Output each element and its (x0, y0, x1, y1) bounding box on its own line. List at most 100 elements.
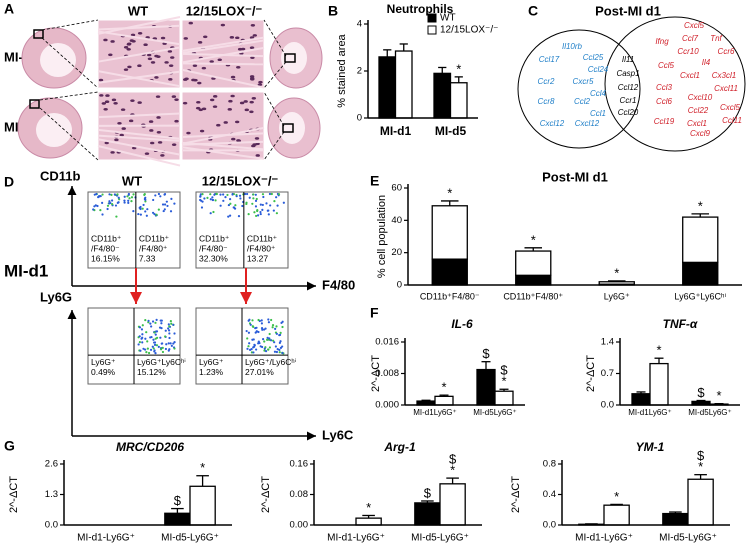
nucleus (257, 83, 263, 86)
bar (682, 216, 719, 264)
fiber (97, 46, 181, 63)
significance-mark: * (656, 343, 661, 358)
y-axis-title: 2^-ΔCT (260, 476, 272, 513)
tissue-lumen (279, 112, 305, 144)
nucleus (121, 127, 126, 130)
event-dot (96, 204, 99, 208)
event-dot (130, 200, 133, 203)
event-dot (251, 325, 254, 328)
nucleus (123, 68, 129, 71)
event-dot (261, 345, 264, 349)
event-dot (280, 321, 283, 325)
nucleus (236, 139, 241, 142)
panel-label: G (4, 438, 15, 454)
legend-swatch (427, 13, 437, 23)
event-dot (141, 336, 144, 339)
event-dot (226, 193, 229, 197)
event-dot (157, 208, 160, 211)
gate-label: /F4/80⁻ (91, 243, 120, 253)
bar (431, 205, 468, 260)
event-dot (158, 326, 162, 329)
event-dot (110, 199, 114, 202)
event-dot (273, 350, 277, 353)
event-dot (247, 331, 251, 334)
nucleus (234, 120, 240, 124)
y-tick-label: 60 (391, 183, 402, 194)
event-dot (126, 195, 129, 198)
event-dot (153, 212, 156, 216)
gene-label: Ccl22 (688, 106, 709, 115)
bar (355, 517, 382, 526)
event-dot (130, 196, 134, 199)
nucleus (117, 121, 122, 125)
column-header: WT (122, 173, 142, 188)
y-tick-label: 1.3 (45, 489, 58, 500)
nucleus (98, 78, 104, 82)
nucleus (254, 137, 260, 140)
event-dot (123, 201, 126, 204)
nucleus (126, 47, 131, 51)
event-dot (101, 193, 104, 196)
event-dot (275, 212, 278, 215)
zoom-line (263, 61, 287, 89)
nucleus (130, 33, 136, 37)
event-dot (157, 345, 160, 348)
event-dot (254, 205, 258, 208)
fiber (97, 138, 181, 156)
event-dot (151, 211, 155, 214)
event-dot (247, 345, 250, 348)
event-dot (94, 204, 97, 207)
significance-mark: * (698, 459, 703, 474)
zoom-line (39, 107, 99, 161)
gate-label: CD11b⁺ (139, 233, 170, 243)
significance-mark: * (716, 388, 721, 403)
event-dot (138, 341, 141, 344)
x-tick-label: MI-d5Ly6G⁺ (473, 408, 517, 417)
nucleus (250, 77, 255, 81)
bar (433, 72, 452, 119)
event-dot (275, 325, 278, 328)
chart-title: Post-MI d1 (542, 169, 608, 184)
zoom-box (29, 99, 40, 109)
fiber (181, 68, 265, 89)
event-dot (150, 325, 153, 328)
gene-label: Tnf (710, 34, 722, 43)
nucleus (174, 98, 179, 101)
nucleus (216, 123, 221, 127)
zoom-box (33, 29, 44, 39)
event-dot (282, 201, 285, 204)
event-dot (109, 201, 112, 205)
event-dot (275, 332, 278, 335)
event-dot (209, 193, 212, 196)
x-tick-label: MI-d1-Ly6G⁺ (575, 533, 633, 544)
event-dot (232, 206, 235, 209)
event-dot (116, 201, 119, 204)
significance-mark: * (614, 265, 619, 280)
event-dot (239, 197, 242, 200)
nucleus (171, 95, 177, 98)
column-header: 12/15LOX⁻/⁻ (186, 3, 263, 18)
event-dot (153, 341, 156, 344)
event-dot (93, 193, 96, 196)
event-dot (169, 210, 173, 213)
event-dot (138, 326, 142, 329)
event-dot (276, 204, 279, 207)
event-dot (250, 351, 253, 354)
significance-mark: $ (697, 385, 705, 400)
event-dot (141, 333, 144, 336)
y-tick-label: 0.00 (290, 520, 309, 531)
event-dot (259, 210, 262, 214)
event-dot (199, 195, 202, 198)
event-dot (144, 196, 147, 199)
event-dot (231, 193, 234, 196)
event-dot (149, 348, 153, 351)
gate-label: 1.23% (199, 367, 224, 377)
event-dot (255, 348, 258, 351)
event-dot (144, 200, 147, 203)
event-dot (254, 331, 257, 334)
panel-label: E (370, 173, 379, 189)
fiber (181, 140, 265, 146)
gate-label: 15.12% (137, 367, 166, 377)
nucleus (155, 95, 161, 98)
event-dot (169, 320, 172, 323)
